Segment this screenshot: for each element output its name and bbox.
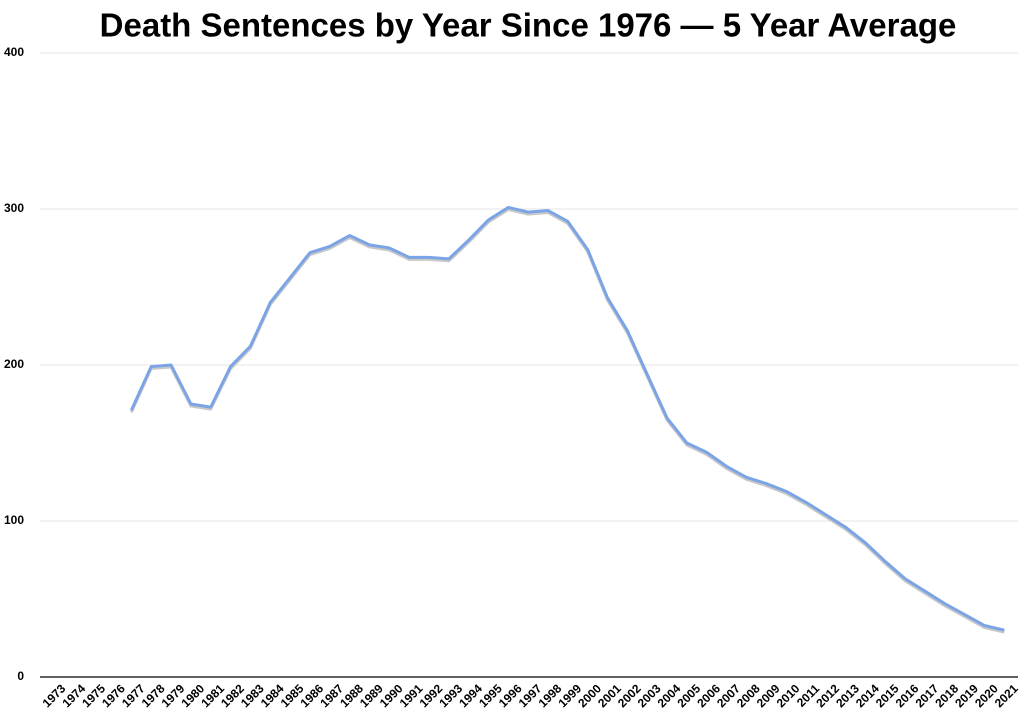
line-shadow: [129, 207, 1005, 634]
chart-title: Death Sentences by Year Since 1976 — 5 Y…: [100, 7, 957, 44]
y-tick-label: 300: [4, 201, 24, 215]
y-tick-label: 400: [4, 45, 24, 59]
y-tick-label: 100: [4, 513, 24, 527]
line: [129, 205, 1005, 632]
x-tick-label: 2021: [992, 681, 1021, 710]
y-tick-label: 0: [17, 669, 24, 683]
y-tick-label: 200: [4, 357, 24, 371]
